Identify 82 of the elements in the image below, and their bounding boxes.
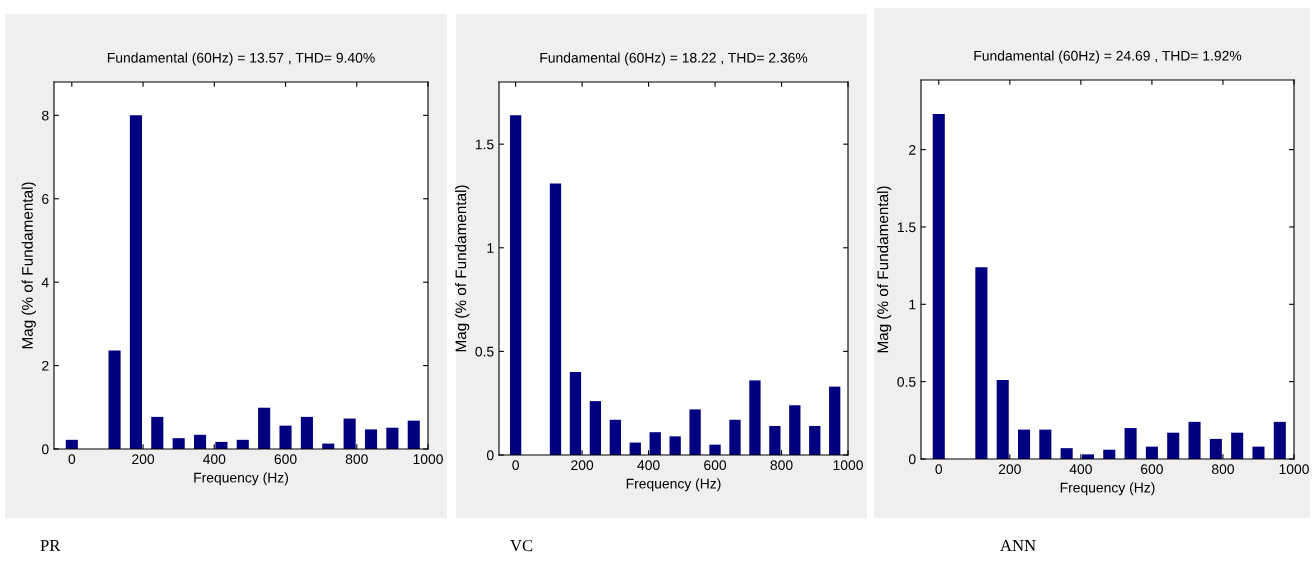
bar: [258, 407, 271, 449]
y-tick-label: 6: [42, 194, 49, 204]
bar: [609, 419, 621, 455]
text: VC: [510, 539, 533, 552]
x-tick-label: 400: [203, 454, 226, 465]
x-tick-label: 0: [935, 464, 943, 475]
bar: [108, 350, 121, 449]
chart-title: Fundamental (60Hz) = 13.57 , THD= 9.40%: [107, 52, 375, 66]
x-tick-label: 0: [68, 454, 76, 465]
bar: [129, 115, 142, 449]
bar: [279, 425, 292, 449]
bar: [1273, 421, 1286, 459]
x-tick-label: 400: [637, 460, 660, 471]
y-tick-label: 2: [42, 360, 49, 371]
bar: [549, 183, 562, 455]
x-tick-label: 800: [770, 460, 793, 471]
y-tick-label: 1.5: [475, 139, 494, 150]
bar: [975, 267, 988, 459]
y-tick-label: 1: [909, 299, 916, 310]
x-tick-label: 400: [1069, 464, 1092, 475]
x-tick-label: 1000: [1279, 464, 1309, 475]
y-tick-label: 1.5: [897, 222, 916, 233]
bar: [669, 436, 681, 455]
bar: [689, 409, 701, 455]
bar: [569, 372, 582, 455]
bar: [996, 380, 1009, 459]
bar: [589, 401, 602, 455]
y-tick-label: 0.5: [475, 346, 494, 357]
bar: [809, 425, 821, 455]
bar: [151, 416, 164, 449]
x-tick-label: 200: [998, 464, 1021, 475]
x-axis-title: Frequency (Hz): [1060, 482, 1155, 496]
bar: [1017, 429, 1031, 459]
y-tick-label: 1: [487, 243, 494, 253]
bar: [172, 438, 185, 449]
y-tick-label: 0.5: [897, 376, 916, 387]
y-axis-title: Mag (% of Fundamental): [877, 186, 892, 353]
bar: [343, 418, 356, 449]
bar: [1060, 448, 1073, 459]
bar: [1231, 432, 1244, 459]
bar: [709, 444, 721, 455]
bar: [509, 115, 522, 455]
bar: [386, 427, 399, 449]
bar: [932, 114, 945, 459]
bar: [829, 386, 841, 455]
bar: [1167, 432, 1180, 459]
bar: [1252, 446, 1265, 459]
chart-title: Fundamental (60Hz) = 24.69 , THD= 1.92%: [974, 50, 1242, 64]
bar: [1209, 438, 1222, 459]
bar: [649, 432, 661, 455]
bar: [749, 380, 761, 455]
bar: [364, 429, 378, 449]
x-tick-label: 600: [704, 460, 727, 471]
bar: [1124, 428, 1137, 459]
bar: [789, 405, 801, 455]
chart-title: Fundamental (60Hz) = 18.22 , THD= 2.36%: [540, 52, 808, 66]
bar: [1039, 429, 1052, 459]
text: ANN: [1000, 540, 1036, 552]
y-tick-label: 4: [41, 277, 49, 288]
x-tick-label: 200: [571, 460, 594, 471]
y-tick-label: 2: [909, 144, 916, 155]
y-axis-title: Mag (% of Fundamental): [455, 185, 470, 352]
x-axis-title: Frequency (Hz): [626, 478, 721, 492]
x-tick-label: 800: [1211, 464, 1234, 475]
x-tick-label: 0: [512, 460, 519, 471]
bar: [407, 420, 420, 449]
bar: [769, 425, 781, 455]
x-axis-title: Frequency (Hz): [194, 472, 288, 486]
text: PR: [40, 540, 61, 552]
bar: [1188, 421, 1201, 459]
y-axis-title: Mag (% of Fundamental): [21, 182, 36, 349]
bar: [300, 416, 313, 449]
x-tick-label: 1000: [833, 460, 863, 471]
x-tick-label: 200: [132, 454, 155, 465]
bar: [729, 419, 741, 455]
y-tick-label: 0: [41, 444, 49, 455]
x-tick-label: 600: [274, 454, 297, 465]
x-tick-label: 600: [1141, 464, 1163, 475]
x-tick-label: 1000: [413, 454, 443, 465]
x-tick-label: 800: [345, 454, 368, 465]
y-tick-label: 8: [42, 110, 49, 121]
bar: [193, 434, 207, 449]
